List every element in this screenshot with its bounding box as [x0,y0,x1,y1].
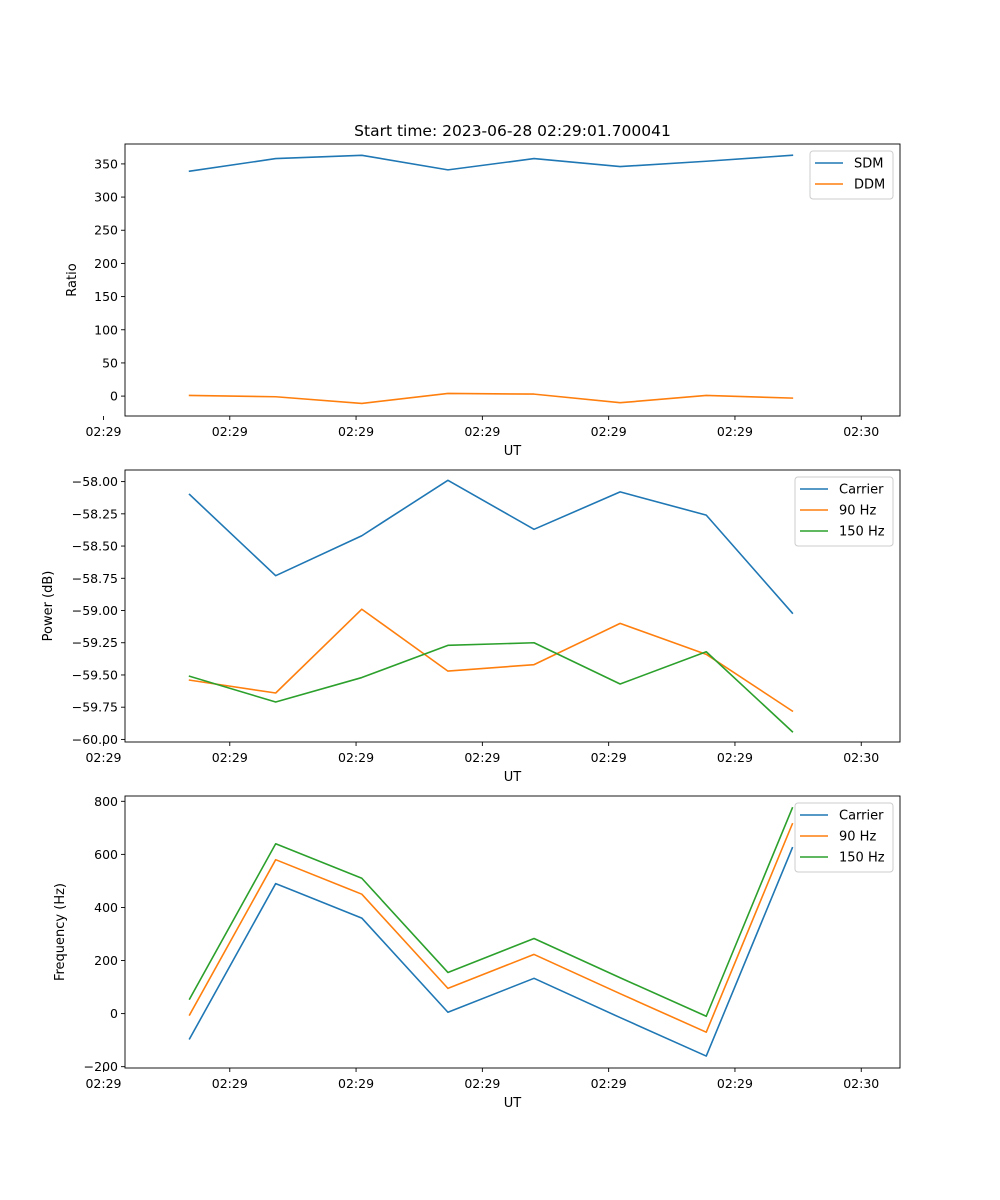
series-line-frequency-carrier [188,846,794,1057]
x-tick-label: 02:29 [464,424,500,439]
y-tick-label: 150 [94,289,118,304]
y-tick-label: −59.50 [72,667,118,682]
x-tick-label: 02:29 [338,424,374,439]
chart-panel-power: 02:29 02:29 02:29 02:29 02:29 02:29 02:30 −60.0… [41,469,901,785]
x-tick-label: 02:30 [843,750,879,765]
legend-label: Carrier [839,809,884,824]
legend: Carrier 90 Hz 150 Hz [794,802,894,873]
legend-label: 150 Hz [839,525,885,540]
series-line-frequency-90-hz [188,822,794,1033]
x-tick-label: 02:29 [338,750,374,765]
y-tick-label: 0 [110,389,118,404]
x-tick-label: 02:29 [591,750,627,765]
y-tick-label: 100 [94,322,118,337]
x-tick-label: 02:29 [717,1076,753,1091]
y-tick-label: 200 [94,953,118,968]
x-tick-label: 02:29 [464,1076,500,1091]
series-line-power-150-hz [188,641,794,733]
series-line-ratio-ddm [188,392,794,405]
chart-panel-frequency: 02:29 02:29 02:29 02:29 02:29 02:29 02:30 −200 0… [53,794,901,1111]
series-line-ratio-sdm [188,154,794,173]
x-axis-label: UT [504,1096,522,1111]
x-tick-label: 02:29 [85,1076,121,1091]
axes-frame [124,143,901,417]
legend-box [794,476,894,547]
y-axis-label: Frequency (Hz) [53,883,68,981]
legend-label: DDM [854,178,885,193]
y-tick-label: 250 [94,223,118,238]
x-tick-label: 02:29 [212,1076,248,1091]
y-tick-label: 0 [110,1006,118,1021]
y-tick-label: 300 [94,190,118,205]
y-tick-label: 50 [102,355,118,370]
y-tick-label: −59.75 [72,700,118,715]
y-tick-label: −58.75 [72,571,118,586]
x-tick-label: 02:30 [843,1076,879,1091]
x-tick-label: 02:29 [212,750,248,765]
x-tick-label: 02:29 [85,424,121,439]
x-tick-label: 02:29 [338,1076,374,1091]
chart-panel-ratio: 02:29 02:29 02:29 02:29 02:29 02:29 02:30 0 50 10… [65,122,901,459]
y-tick-label: 800 [94,794,118,809]
series-line-frequency-150-hz [188,806,794,1018]
legend-label: SDM [854,157,883,172]
x-tick-label: 02:29 [85,750,121,765]
y-tick-label: −58.25 [72,506,118,521]
y-axis-label: Power (dB) [41,571,56,642]
y-tick-label: 350 [94,156,118,171]
y-tick-label: −59.00 [72,603,118,618]
y-tick-label: −60.00 [72,732,118,747]
legend-box [794,802,894,873]
legend-label: 90 Hz [839,830,876,845]
legend-label: Carrier [839,483,884,498]
series-line-power-carrier [188,479,794,615]
legend-label: 90 Hz [839,504,876,519]
y-tick-label: −58.50 [72,539,118,554]
axes-frame [124,795,901,1069]
y-tick-label: −58.00 [72,474,118,489]
axes-frame [124,469,901,743]
x-tick-label: 02:29 [464,750,500,765]
legend: SDM DDM [809,150,894,200]
y-tick-label: −59.25 [72,635,118,650]
y-tick-label: 200 [94,256,118,271]
x-axis-label: UT [504,444,522,459]
x-tick-label: 02:29 [717,424,753,439]
chart-title: Start time: 2023-06-28 02:29:01.700041 [354,122,671,140]
y-tick-label: −200 [84,1059,118,1074]
y-tick-label: 400 [94,900,118,915]
x-axis-label: UT [504,770,522,785]
x-tick-label: 02:29 [717,750,753,765]
x-tick-label: 02:29 [591,1076,627,1091]
x-tick-label: 02:29 [212,424,248,439]
series-line-power-90-hz [188,608,794,713]
x-tick-label: 02:30 [843,424,879,439]
x-tick-label: 02:29 [591,424,627,439]
y-tick-label: 600 [94,847,118,862]
y-axis-label: Ratio [65,263,80,296]
legend-label: 150 Hz [839,851,885,866]
legend: Carrier 90 Hz 150 Hz [794,476,894,547]
